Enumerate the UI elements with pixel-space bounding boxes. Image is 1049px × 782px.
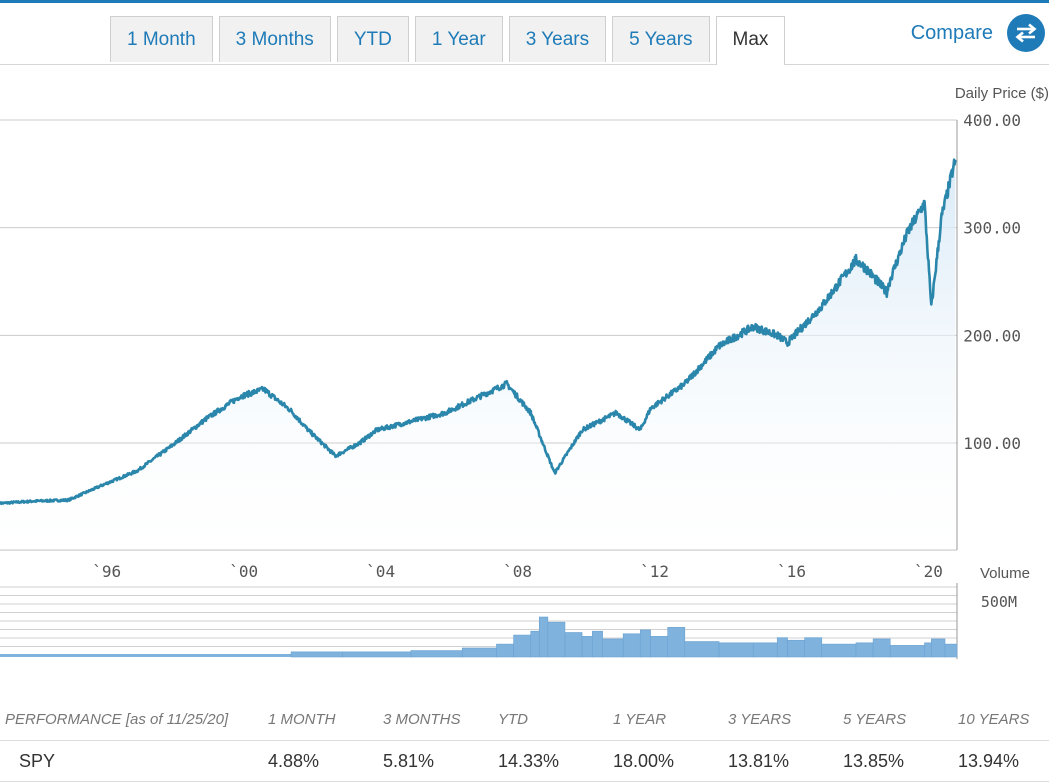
performance-col-header: 1 MONTH (268, 711, 336, 728)
volume-bar (787, 639, 805, 658)
x-tick-label: `00 (229, 562, 258, 580)
tab-1-month[interactable]: 1 Month (110, 16, 213, 62)
price-chart: 100.00 200.00 300.00 400.00 `96 `00 `04 `08 `12 `… (0, 111, 1021, 580)
x-tick-label: `08 (503, 562, 532, 580)
volume-bar (931, 638, 946, 658)
performance-row-spy: SPY 4.88% 5.81% 14.33% 18.00% 13.81% 13.85% 13.… (0, 741, 1049, 782)
volume-bar (855, 642, 874, 658)
range-tabs: 1 Month 3 Months YTD 1 Year 3 Years 5 Years Ma… (110, 16, 791, 65)
price-area-fill (0, 159, 956, 550)
volume-bar (639, 629, 651, 658)
x-tick-label: `04 (366, 562, 395, 580)
y-tick-label: 100.00 (963, 434, 1021, 453)
performance-col-header: 3 YEARS (728, 711, 792, 728)
performance-col-header: 3 MONTHS (383, 711, 461, 728)
volume-bar (410, 650, 463, 658)
volume-bar (684, 641, 720, 658)
performance-value-cell: 4.88% (268, 751, 320, 771)
volume-bar (924, 642, 932, 658)
volume-bar (944, 643, 958, 658)
volume-bar (290, 651, 343, 658)
volume-tick-label: 500M (981, 593, 1017, 611)
performance-value-cell: 13.94% (958, 751, 1020, 771)
compare-label: Compare (910, 21, 993, 44)
volume-bar (667, 627, 686, 658)
performance-value-cell: 13.85% (843, 751, 905, 771)
ticker-cell: SPY (19, 751, 56, 771)
x-tick-label: `96 (92, 562, 121, 580)
performance-header-row: PERFORMANCE [as of 11/25/20] 1 MONTH 3 MON… (0, 700, 1049, 741)
compare-button[interactable]: Compare (911, 14, 1045, 52)
performance-label: PERFORMANCE [as of 11/25/20] (5, 711, 229, 728)
volume-bar (461, 647, 497, 658)
performance-col-header: 1 YEAR (613, 711, 667, 728)
swap-arrows-icon (1007, 14, 1045, 52)
performance-value-cell: 13.81% (728, 751, 790, 771)
top-accent-line (0, 0, 1049, 3)
performance-col-header: 5 YEARS (843, 711, 907, 728)
y-tick-label: 400.00 (963, 111, 1021, 130)
volume-axis-title: Volume (979, 565, 1030, 582)
range-selector-bar: 1 Month 3 Months YTD 1 Year 3 Years 5 Years Ma… (0, 0, 1049, 65)
tab-max[interactable]: Max (715, 16, 786, 65)
volume-bar (718, 642, 754, 658)
volume-bar (513, 634, 532, 658)
tab-ytd[interactable]: YTD (336, 16, 409, 62)
volume-bar (496, 643, 514, 658)
volume-bar (752, 642, 778, 658)
y-axis-title: Daily Price ($) (954, 85, 1049, 102)
volume-bar (622, 633, 641, 658)
volume-bar (581, 636, 593, 658)
volume-bar (0, 654, 292, 657)
x-tick-label: `12 (640, 562, 669, 580)
volume-bar (650, 636, 668, 658)
volume-bar (602, 638, 624, 658)
performance-value-cell: 5.81% (383, 751, 435, 771)
tab-1-year[interactable]: 1 Year (414, 16, 503, 62)
performance-col-header: 10 YEARS (958, 711, 1030, 728)
volume-bar (342, 651, 412, 658)
volume-bar (564, 632, 583, 658)
volume-bar (538, 616, 549, 658)
volume-bar (872, 638, 891, 658)
tab-3-years[interactable]: 3 Years (508, 16, 607, 62)
x-tick-label: `16 (777, 562, 806, 580)
volume-bar (547, 621, 566, 658)
performance-value-cell: 18.00% (613, 751, 675, 771)
x-tick-label: `20 (914, 562, 943, 580)
volume-bar (804, 637, 823, 658)
y-tick-label: 200.00 (963, 326, 1021, 345)
tab-3-months[interactable]: 3 Months (218, 16, 331, 62)
volume-bar (889, 645, 925, 658)
volume-chart: 500M (0, 583, 1017, 659)
tab-5-years[interactable]: 5 Years (612, 16, 710, 62)
performance-col-header: YTD (498, 711, 528, 728)
price-series-line (0, 158, 957, 506)
volume-bar (821, 643, 857, 658)
volume-bar (530, 630, 540, 658)
performance-value-cell: 14.33% (498, 751, 560, 771)
volume-bar (592, 630, 603, 658)
performance-table: PERFORMANCE [as of 11/25/20] 1 MONTH 3 MON… (0, 700, 1049, 782)
volume-bar (776, 637, 788, 658)
y-tick-label: 300.00 (963, 219, 1021, 238)
